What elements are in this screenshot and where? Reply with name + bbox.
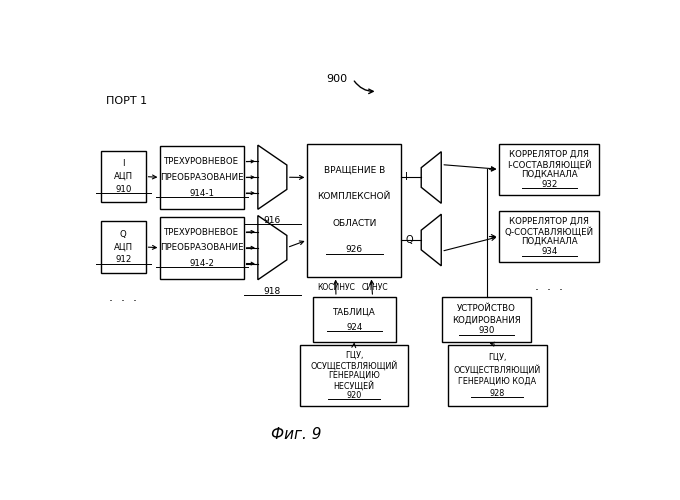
Text: ОСУЩЕСТВЛЯЮЩИЙ: ОСУЩЕСТВЛЯЮЩИЙ [454,364,541,374]
Text: 900: 900 [326,74,347,85]
Bar [160,216,243,279]
Text: ОСУЩЕСТВЛЯЮЩИЙ: ОСУЩЕСТВЛЯЮЩИЙ [310,360,398,370]
Text: ТАБЛИЦА: ТАБЛИЦА [333,308,375,316]
Text: КОРРЕЛЯТОР ДЛЯ: КОРРЕЛЯТОР ДЛЯ [509,217,590,226]
Text: ПОДКАНАЛА: ПОДКАНАЛА [521,237,577,246]
Text: 914-2: 914-2 [190,259,214,268]
Text: 914-1: 914-1 [190,188,214,198]
Text: 928: 928 [490,389,505,398]
Text: ПОРТ 1: ПОРТ 1 [106,96,147,106]
Text: КОДИРОВАНИЯ: КОДИРОВАНИЯ [452,315,521,324]
Bar [313,297,396,343]
Text: I: I [405,172,408,182]
Text: 910: 910 [115,185,131,194]
Text: ПРЕОБРАЗОВАНИЕ: ПРЕОБРАЗОВАНИЕ [160,244,244,252]
Bar [300,345,408,406]
Bar [447,345,547,406]
Bar [101,151,146,203]
Text: 930: 930 [479,326,495,336]
Text: ГЕНЕРАЦИЮ: ГЕНЕРАЦИЮ [328,371,380,380]
Text: КОРРЕЛЯТОР ДЛЯ: КОРРЕЛЯТОР ДЛЯ [509,150,590,158]
Text: ТРЕХУРОВНЕВОЕ: ТРЕХУРОВНЕВОЕ [165,157,239,166]
Text: СИНУС: СИНУС [362,283,388,292]
Bar [499,211,599,262]
Text: 924: 924 [346,322,362,332]
Text: Q: Q [405,235,413,245]
Text: ПРЕОБРАЗОВАНИЕ: ПРЕОБРАЗОВАНИЕ [160,173,244,182]
Text: 912: 912 [115,256,131,264]
Text: I: I [122,159,124,168]
Text: Фиг. 9: Фиг. 9 [271,426,321,442]
Text: 926: 926 [345,246,363,254]
Text: 934: 934 [541,247,558,256]
Text: Q-СОСТАВЛЯЮЩЕЙ: Q-СОСТАВЛЯЮЩЕЙ [505,226,594,236]
Bar [307,144,401,276]
Text: Q: Q [120,230,126,238]
Bar [499,144,599,194]
Text: АЦП: АЦП [114,242,133,252]
Text: ГЦУ,: ГЦУ, [488,352,507,362]
Text: АЦП: АЦП [114,172,133,181]
Text: КОСИНУС: КОСИНУС [317,283,355,292]
Text: ГЕНЕРАЦИЮ КОДА: ГЕНЕРАЦИЮ КОДА [458,377,536,386]
Text: 920: 920 [346,391,362,400]
Polygon shape [421,152,441,204]
Bar [442,297,531,343]
Text: НЕСУЩЕЙ: НЕСУЩЕЙ [333,380,375,390]
Text: 918: 918 [264,286,281,296]
Text: 932: 932 [541,180,558,189]
Text: ПОДКАНАЛА: ПОДКАНАЛА [521,170,577,179]
Text: ·  ·  ·: · · · [109,294,137,308]
Text: ОБЛАСТИ: ОБЛАСТИ [332,219,377,228]
Text: I-СОСТАВЛЯЮЩЕЙ: I-СОСТАВЛЯЮЩЕЙ [507,159,592,169]
Text: ТРЕХУРОВНЕВОЕ: ТРЕХУРОВНЕВОЕ [165,228,239,236]
Bar [160,146,243,208]
Text: 916: 916 [264,216,281,225]
Polygon shape [258,145,287,210]
Text: ГЦУ,: ГЦУ, [345,350,363,360]
Text: УСТРОЙСТВО: УСТРОЙСТВО [457,304,516,313]
Polygon shape [258,216,287,280]
Text: КОМПЛЕКСНОЙ: КОМПЛЕКСНОЙ [318,192,391,202]
Bar [101,221,146,273]
Polygon shape [421,214,441,266]
Text: ·  ·  ·: · · · [534,284,563,296]
Text: ВРАЩЕНИЕ В: ВРАЩЕНИЕ В [324,166,385,174]
